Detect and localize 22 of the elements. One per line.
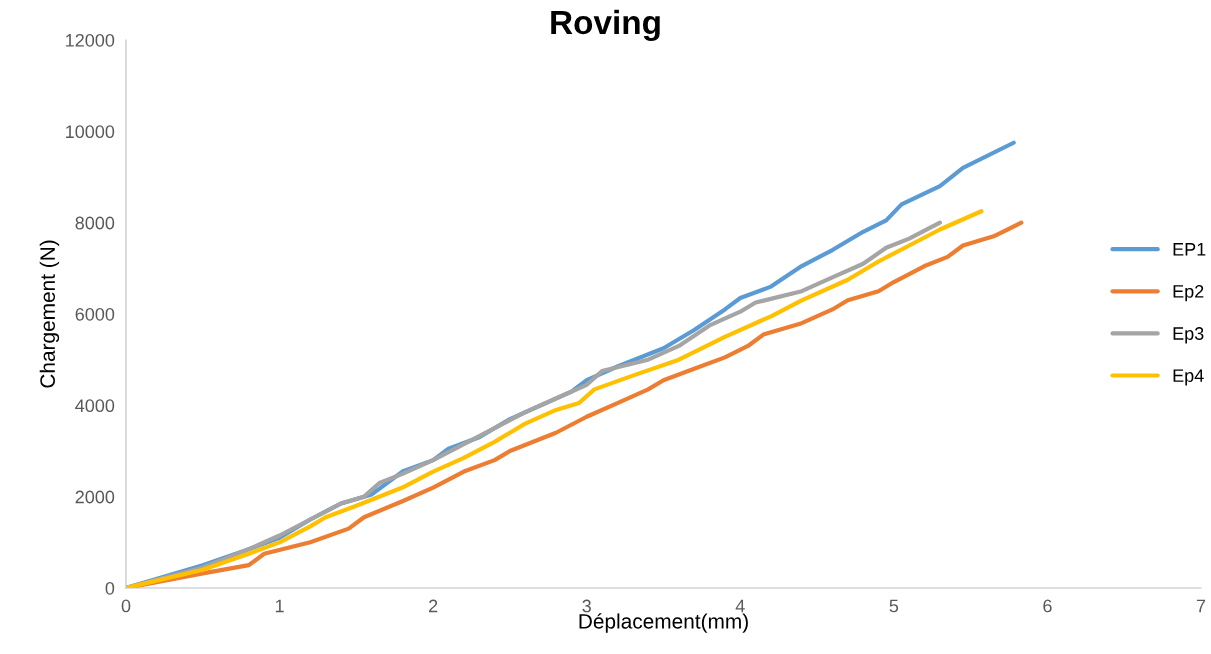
chart-title: Roving <box>551 9 660 42</box>
x-tick-label: 3 <box>582 599 591 613</box>
x-tick-label: 6 <box>1043 599 1052 613</box>
x-tick-label: 7 <box>1196 599 1206 613</box>
x-axis-title: Déplacement(mm) <box>579 613 748 633</box>
y-tick-label: 10000 <box>66 125 115 139</box>
y-tick-label: 4000 <box>75 399 115 413</box>
y-tick-label: 2000 <box>75 490 115 504</box>
x-tick-label: 5 <box>889 599 899 613</box>
x-tick-label: 0 <box>121 599 131 613</box>
y-tick-label: 6000 <box>75 307 115 321</box>
legend-label: EP1 <box>1173 243 1206 256</box>
y-axis-title: Chargement (N) <box>39 240 60 388</box>
y-tick-label: 8000 <box>75 216 115 230</box>
legend-label: Ep4 <box>1173 369 1204 386</box>
x-tick-label: 2 <box>429 599 438 613</box>
legend-label: Ep2 <box>1173 285 1204 302</box>
x-tick-label: 4 <box>735 599 745 613</box>
legend-label: Ep3 <box>1173 327 1204 344</box>
y-tick-label: 0 <box>105 581 115 595</box>
x-tick-label: 1 <box>275 599 284 613</box>
y-tick-label: 12000 <box>66 33 115 47</box>
